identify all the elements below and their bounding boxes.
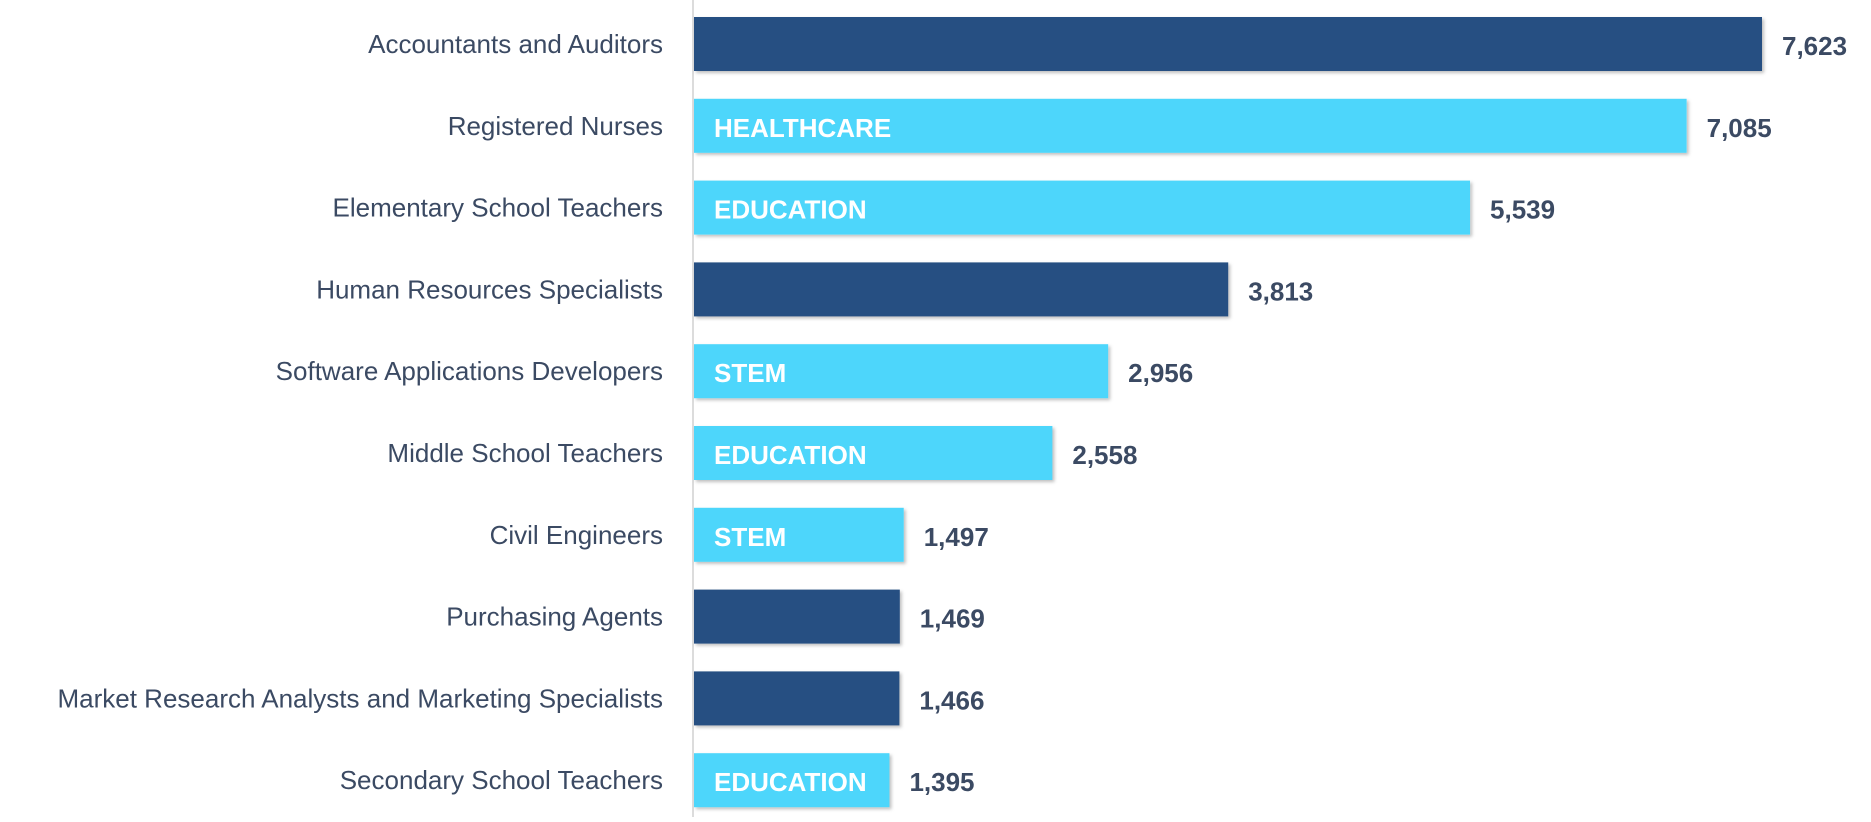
value-label: 2,956: [1128, 358, 1193, 388]
bar-tag: STEM: [714, 522, 786, 552]
bar-tag: EDUCATION: [714, 440, 867, 470]
value-label: 2,558: [1072, 440, 1137, 470]
category-label: Accountants and Auditors: [368, 29, 663, 59]
value-label: 7,085: [1707, 113, 1772, 143]
value-label: 3,813: [1248, 276, 1313, 306]
bar: [694, 180, 1471, 235]
bar: [694, 344, 1109, 399]
category-label: Civil Engineers: [490, 520, 663, 550]
category-label: Registered Nurses: [448, 111, 663, 141]
bar: [694, 98, 1687, 153]
bar: [694, 507, 904, 562]
category-label: Purchasing Agents: [446, 602, 663, 632]
value-label: 1,395: [909, 767, 974, 797]
value-label: 1,469: [920, 604, 985, 634]
bar: [694, 753, 890, 808]
value-label: 1,497: [924, 522, 989, 552]
category-label: Human Resources Specialists: [316, 274, 663, 304]
value-label: 1,466: [919, 685, 984, 715]
bar: [694, 17, 1762, 71]
value-label: 7,623: [1782, 31, 1847, 61]
bar: [694, 671, 900, 726]
category-label: Software Applications Developers: [276, 356, 663, 386]
bar-tag: EDUCATION: [714, 767, 867, 797]
category-label: Middle School Teachers: [387, 438, 663, 468]
bar-tag: STEM: [714, 358, 786, 388]
category-label: Market Research Analysts and Marketing S…: [58, 683, 664, 713]
category-label: Secondary School Teachers: [340, 765, 663, 795]
bar-tag: EDUCATION: [714, 195, 867, 225]
bar: [694, 426, 1053, 480]
bar: [694, 589, 900, 644]
bar: [694, 262, 1229, 317]
category-label: Elementary School Teachers: [333, 193, 663, 223]
bar-tag: HEALTHCARE: [714, 113, 891, 143]
value-label: 5,539: [1490, 195, 1555, 225]
